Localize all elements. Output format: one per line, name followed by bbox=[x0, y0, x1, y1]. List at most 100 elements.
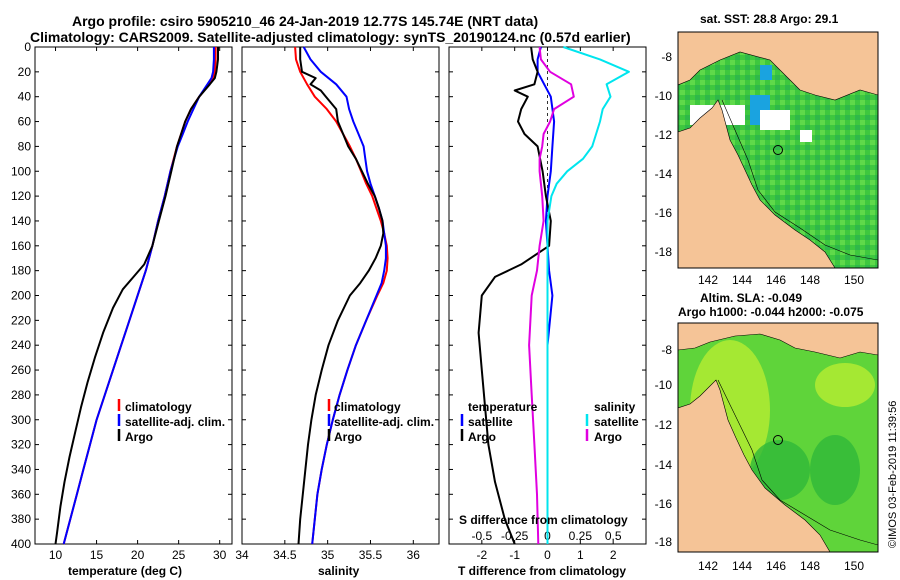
map-top-lat-label-0: -8 bbox=[661, 50, 672, 64]
map-bottom-depth-contour bbox=[717, 379, 878, 546]
copyright-vertical: ©IMOS 03-Feb-2019 11:39:56 bbox=[887, 401, 899, 548]
map-axis-ticks: -8 -8 -10 -10 -12 -12 -14 -14 -16 -16 -18 -18 142 142… bbox=[655, 50, 865, 573]
x-tick-label-0-4: 30 bbox=[213, 548, 227, 562]
depth-tick-label-16: 320 bbox=[11, 438, 31, 452]
legend-satellite-label: satellite-adj. clim. bbox=[125, 415, 225, 429]
map-bottom-lat-label-1: -10 bbox=[655, 378, 673, 392]
x-tick-label-1-3: 35.5 bbox=[359, 548, 383, 562]
legend-difference: temperature satellite Argo salinity sate… bbox=[460, 400, 639, 444]
map-top-frame bbox=[677, 31, 879, 269]
depth-tick-label-14: 280 bbox=[11, 388, 31, 402]
depth-tick-label-13: 260 bbox=[11, 363, 31, 377]
map-bottom-lon-label-2: 146 bbox=[766, 559, 786, 573]
legend3-temp-argo-label: Argo bbox=[468, 430, 496, 444]
depth-tick-label-11: 220 bbox=[11, 313, 31, 327]
map-top-lat-label-3: -14 bbox=[655, 167, 673, 181]
map-bottom-lon-label-1: 144 bbox=[732, 559, 752, 573]
map-top-lon-label-2: 146 bbox=[766, 273, 786, 287]
map-bottom-label-2: Argo h1000: -0.044 h2000: -0.075 bbox=[678, 305, 864, 319]
legend3-sal-argo-label: Argo bbox=[594, 430, 622, 444]
map-top-land-new-guinea bbox=[678, 32, 878, 101]
depth-tick-label-4: 80 bbox=[18, 139, 32, 153]
depth-tick-label-18: 360 bbox=[11, 487, 31, 501]
depth-tick-label-7: 140 bbox=[11, 214, 31, 228]
series-0-2-line bbox=[54, 47, 219, 545]
x-tick-label-2-3: 1 bbox=[577, 548, 584, 562]
legend2-climatology-label: climatology bbox=[334, 400, 401, 414]
x2-tick-label-3: 0.25 bbox=[569, 529, 593, 543]
legend2-satellite-label: satellite-adj. clim. bbox=[334, 415, 434, 429]
depth-tick-label-20: 400 bbox=[11, 537, 31, 551]
map-bottom-lat-label-0: -8 bbox=[661, 343, 672, 357]
map-top-lon-label-3: 148 bbox=[800, 273, 820, 287]
x-label-salinity: salinity bbox=[318, 564, 360, 578]
x2-tick-label-1: -0.25 bbox=[501, 529, 529, 543]
difference-panel: -2 -1 0 1 2-0.5 -0.25 0 0.25 0.5 bbox=[449, 46, 646, 562]
depth-tick-label-5: 100 bbox=[11, 164, 31, 178]
title-line-2: Climatology: CARS2009. Satellite-adjuste… bbox=[30, 29, 631, 45]
depth-tick-label-3: 60 bbox=[18, 115, 32, 129]
x-label-temperature: temperature (deg C) bbox=[68, 564, 182, 578]
x-tick-label-1-1: 34.5 bbox=[273, 548, 297, 562]
x-tick-label-2-4: 2 bbox=[610, 548, 617, 562]
map-top-lon-label-0: 142 bbox=[698, 273, 718, 287]
depth-tick-label-17: 340 bbox=[11, 462, 31, 476]
depth-tick-label-0: 0 bbox=[24, 40, 31, 54]
x-tick-label-2-2: 0 bbox=[544, 548, 551, 562]
map-top-lat-label-5: -18 bbox=[655, 245, 673, 259]
map-bottom-lat-label-2: -12 bbox=[655, 418, 673, 432]
x2-tick-label-4: 0.5 bbox=[605, 529, 622, 543]
x-tick-label-2-0: -2 bbox=[476, 548, 487, 562]
x2-label-s-difference: S difference from climatology bbox=[459, 513, 628, 527]
series-1-2-line bbox=[297, 47, 385, 545]
x-tick-label-0-1: 15 bbox=[90, 548, 104, 562]
map-bottom-lat-label-3: -14 bbox=[655, 458, 673, 472]
map-bottom-low-patch-2 bbox=[810, 435, 860, 505]
depth-tick-label-8: 160 bbox=[11, 239, 31, 253]
map-top-cloud-2 bbox=[760, 110, 790, 130]
depth-tick-label-1: 20 bbox=[18, 65, 32, 79]
map-bottom-land-new-guinea bbox=[678, 323, 878, 359]
map-bottom-lat-label-5: -18 bbox=[655, 535, 673, 549]
legend-salinity: climatology satellite-adj. clim. Argo bbox=[327, 399, 434, 444]
legend2-argo-label: Argo bbox=[334, 430, 362, 444]
x-tick-label-1-0: 34 bbox=[235, 548, 249, 562]
series-2-3-line bbox=[528, 46, 575, 545]
map-top-cloud-4 bbox=[800, 130, 812, 142]
map-top-argo-position bbox=[773, 145, 783, 155]
map-top-land-australia bbox=[678, 99, 836, 268]
map-top-label: sat. SST: 28.8 Argo: 29.1 bbox=[700, 12, 839, 26]
map-bottom-lon-label-4: 150 bbox=[844, 559, 864, 573]
map-top bbox=[678, 32, 878, 268]
map-top-lat-label-1: -10 bbox=[655, 89, 673, 103]
map-bottom-lon-label-0: 142 bbox=[698, 559, 718, 573]
legend3-temp-sat-label: satellite bbox=[468, 415, 513, 429]
map-top-lat-label-4: -16 bbox=[655, 206, 673, 220]
map-bottom-high-patch-2 bbox=[815, 363, 875, 407]
x-label-t-difference: T difference from climatology bbox=[458, 564, 626, 578]
series-2-1-line bbox=[477, 46, 552, 545]
x-tick-label-1-4: 36 bbox=[407, 548, 421, 562]
panel-temperature-frame bbox=[34, 46, 233, 545]
temperature-panel: 10 15 20 25 30 bbox=[35, 46, 232, 562]
legend-climatology-label: climatology bbox=[125, 400, 192, 414]
legend3-temp-header: temperature bbox=[468, 400, 538, 414]
legend-argo-label: Argo bbox=[125, 430, 153, 444]
depth-tick-label-19: 380 bbox=[11, 512, 31, 526]
panel-salinity-frame bbox=[241, 46, 440, 545]
map-top-lon-label-1: 144 bbox=[732, 273, 752, 287]
x-tick-label-0-3: 25 bbox=[172, 548, 186, 562]
map-bottom-frame bbox=[677, 322, 879, 553]
series-2-2-line bbox=[546, 46, 630, 544]
map-top-lon-label-4: 150 bbox=[844, 273, 864, 287]
legend3-sal-header: salinity bbox=[594, 400, 636, 414]
x-tick-label-0-0: 10 bbox=[49, 548, 63, 562]
depth-tick-label-6: 120 bbox=[11, 189, 31, 203]
x-tick-label-0-2: 20 bbox=[131, 548, 145, 562]
legend3-sal-sat-label: satellite bbox=[594, 415, 639, 429]
map-bottom-lon-label-3: 148 bbox=[800, 559, 820, 573]
x2-tick-label-0: -0.5 bbox=[471, 529, 492, 543]
map-bottom bbox=[678, 323, 878, 552]
map-bottom-lat-label-4: -16 bbox=[655, 497, 673, 511]
